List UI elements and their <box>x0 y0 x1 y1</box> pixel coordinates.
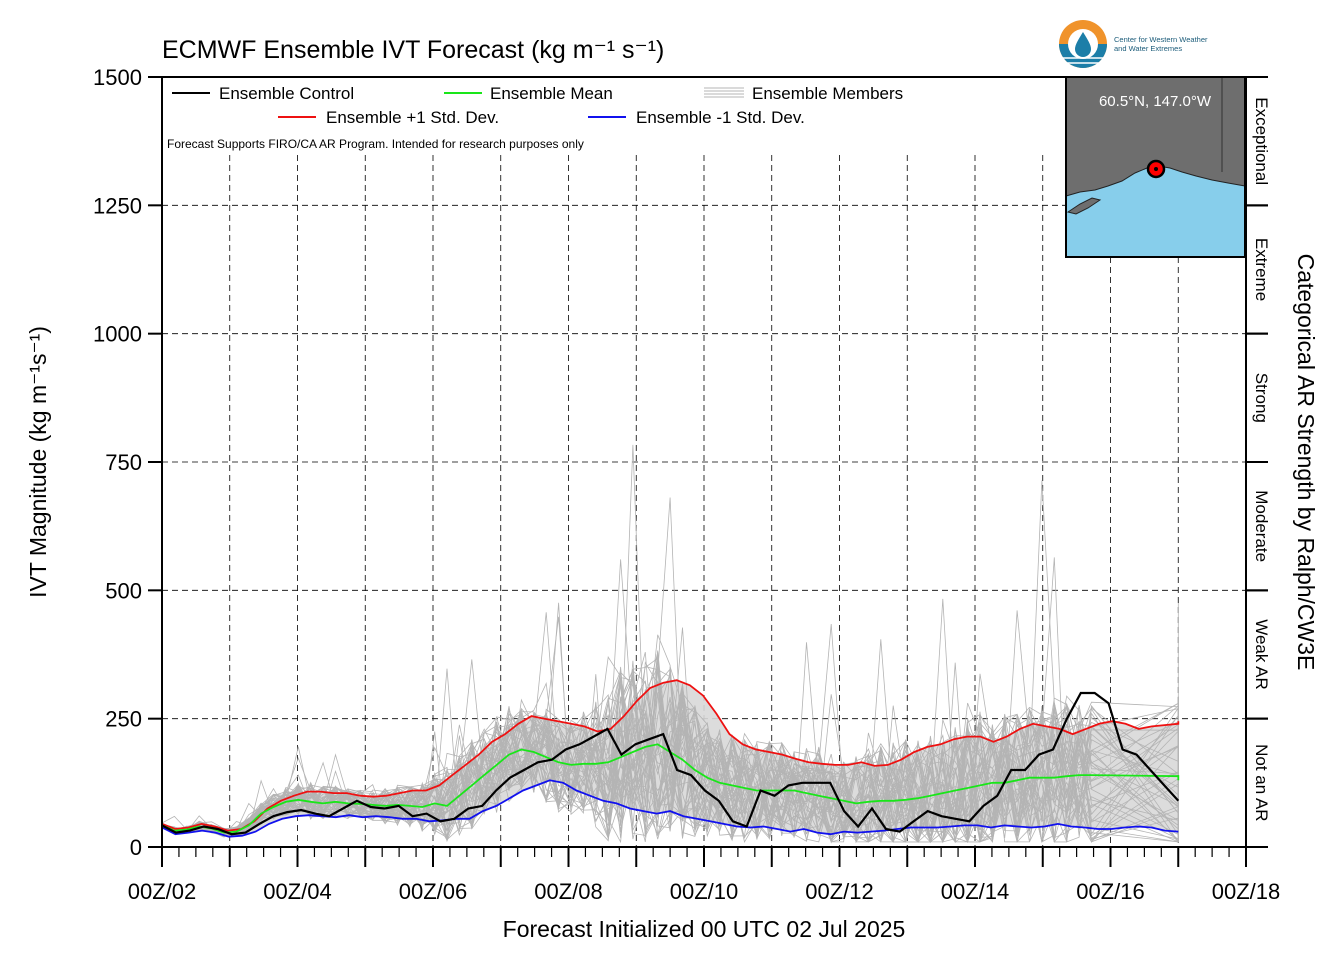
x-tick-label: 00Z/12 <box>805 879 874 904</box>
y-tick-label: 1000 <box>93 322 142 347</box>
logo-text-2: and Water Extremes <box>1114 44 1182 53</box>
ensemble-members <box>161 444 1179 844</box>
y-tick-label: 750 <box>105 450 142 475</box>
legend-plus-label: Ensemble +1 Std. Dev. <box>326 108 499 127</box>
y-axis: 0 250 500 750 1000 1250 1500 <box>93 65 162 860</box>
y-tick-label: 1250 <box>93 193 142 218</box>
location-marker-center <box>1154 167 1158 171</box>
ensemble-member-line <box>161 673 1179 843</box>
ensemble-member-line <box>161 602 1179 844</box>
y-axis-label: IVT Magnitude (kg m⁻¹s⁻¹) <box>25 326 51 598</box>
legend-members-swatch <box>704 87 744 98</box>
category-label: Strong <box>1252 373 1271 423</box>
logo-drop-icon <box>1075 32 1091 57</box>
y-tick-label: 500 <box>105 578 142 603</box>
y-tick-label: 0 <box>130 835 142 860</box>
disclaimer-note: Forecast Supports FIRO/CA AR Program. In… <box>167 137 584 151</box>
x-tick-label: 00Z/16 <box>1076 879 1145 904</box>
cw3e-logo: Center for Western Weather and Water Ext… <box>1059 20 1208 68</box>
map-coords: 60.5°N, 147.0°W <box>1099 93 1212 110</box>
x-tick-label: 00Z/04 <box>263 879 332 904</box>
map-peninsula <box>1066 197 1102 215</box>
ensemble-member-line <box>161 672 1179 842</box>
legend-control-label: Ensemble Control <box>219 84 354 103</box>
x-tick-label: 00Z/02 <box>128 879 197 904</box>
category-label: Extreme <box>1252 238 1271 301</box>
ensemble-member-line <box>161 680 1179 843</box>
legend-members-label: Ensemble Members <box>752 84 903 103</box>
category-label: Weak AR <box>1252 619 1271 690</box>
ensemble-member-line <box>161 702 1179 843</box>
x-tick-label: 00Z/06 <box>399 879 468 904</box>
x-axis: 00Z/02 00Z/04 00Z/06 00Z/08 00Z/10 00Z/12 00Z/… <box>128 847 1281 904</box>
minus-1-std-line <box>161 779 1179 838</box>
ensemble-member-line <box>161 598 1179 843</box>
category-label: Exceptional <box>1252 97 1271 185</box>
category-label: Moderate <box>1252 490 1271 562</box>
ensemble-member-line <box>161 699 1179 842</box>
logo-text-1: Center for Western Weather <box>1114 35 1208 44</box>
x-tick-label: 00Z/18 <box>1212 879 1281 904</box>
ensemble-mean-line <box>161 743 1180 834</box>
ensemble-control-line <box>161 691 1180 836</box>
locator-map: 60.5°N, 147.0°W <box>1065 76 1246 258</box>
ensemble-member-line <box>161 696 1179 843</box>
x-tick-label: 00Z/08 <box>534 879 603 904</box>
right-axis-label: Categorical AR Strength by Ralph/CW3E <box>1293 254 1319 671</box>
legend-minus-label: Ensemble -1 Std. Dev. <box>636 108 805 127</box>
y-tick-label: 250 <box>105 707 142 732</box>
x-tick-label: 00Z/14 <box>941 879 1010 904</box>
x-axis-label: Forecast Initialized 00 UTC 02 Jul 2025 <box>503 916 906 942</box>
plus-1-std-line <box>161 679 1180 832</box>
series-lines <box>161 679 1180 838</box>
map-frame <box>1065 76 1246 258</box>
ar-category-axis: Not an AR Weak AR Moderate Strong Extreme Exc… <box>1245 76 1271 848</box>
chart-title: ECMWF Ensemble IVT Forecast (kg m⁻¹ s⁻¹) <box>162 36 664 64</box>
x-tick-label: 00Z/10 <box>670 879 739 904</box>
ensemble-member-line <box>161 659 1179 843</box>
map-ocean <box>1066 166 1245 257</box>
category-label: Not an AR <box>1252 744 1271 822</box>
legend: Ensemble Control Ensemble Mean Ensemble … <box>167 84 903 151</box>
legend-mean-label: Ensemble Mean <box>490 84 613 103</box>
y-tick-label: 1500 <box>93 65 142 90</box>
